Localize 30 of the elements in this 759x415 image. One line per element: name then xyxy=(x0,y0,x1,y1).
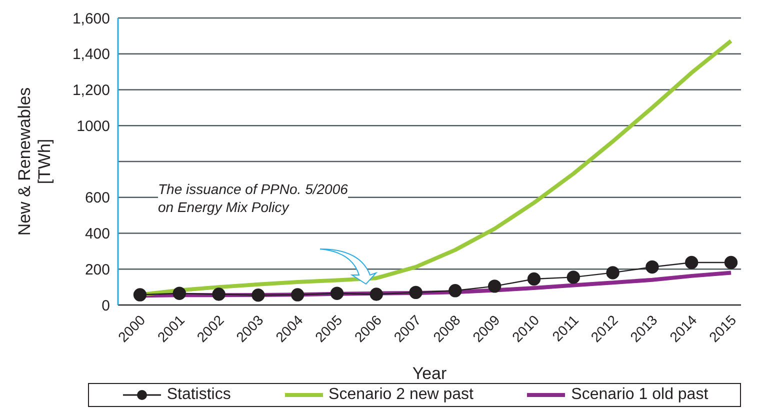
point xyxy=(330,286,344,300)
point xyxy=(646,260,659,274)
point xyxy=(724,256,738,270)
y-tick-label: 200 xyxy=(84,261,110,278)
point xyxy=(409,286,422,300)
legend-label: Scenario 1 old past xyxy=(571,386,708,404)
point xyxy=(370,288,383,301)
y-tick-label: 1000 xyxy=(76,118,110,135)
point xyxy=(488,280,502,293)
annotation: The issuance of PPNo. 5/2006 on Energy Mix Policy xyxy=(158,180,348,216)
point xyxy=(133,288,147,302)
point xyxy=(685,256,698,270)
y-tick-label: 1,200 xyxy=(72,82,110,100)
point xyxy=(212,288,226,301)
y-tick-label: 1,600 xyxy=(72,10,110,28)
legend-label: Statistics xyxy=(166,386,231,404)
x-axis-title: Year xyxy=(412,364,448,383)
point xyxy=(252,288,265,302)
point xyxy=(566,270,580,284)
point xyxy=(527,272,541,286)
y-tick-label: 0 xyxy=(102,297,110,314)
y-tick-label: 400 xyxy=(84,226,110,243)
point xyxy=(448,284,462,298)
y-tick-label: 600 xyxy=(84,190,110,207)
y-axis-title: New & Renewables [TWh] xyxy=(15,87,54,236)
point xyxy=(291,288,304,302)
point xyxy=(606,266,620,280)
point xyxy=(172,286,186,300)
legend-label: Scenario 2 new past xyxy=(328,386,474,404)
y-tick-label: 1,400 xyxy=(72,46,110,64)
